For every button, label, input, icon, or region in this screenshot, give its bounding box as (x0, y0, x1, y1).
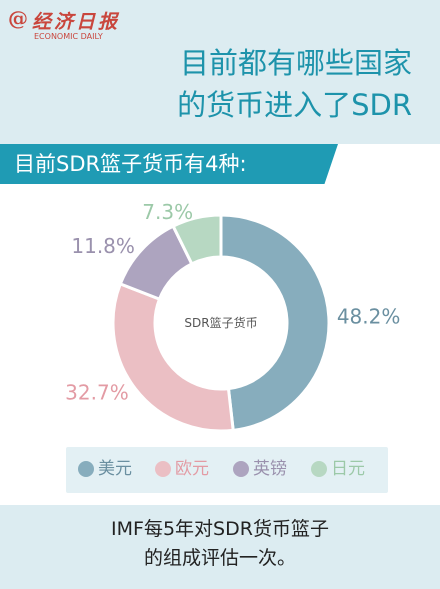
logo-english-name: ECONOMIC DAILY (34, 32, 103, 41)
chart-legend (66, 447, 388, 493)
headline-line-1: 目前都有哪些国家 (179, 46, 412, 80)
legend-label: 日元 (331, 459, 365, 479)
slice-value-label: 32.7% (65, 381, 129, 405)
legend-swatch (233, 461, 249, 477)
logo-chinese-name: 经济日报 (32, 11, 121, 33)
legend-label: 英镑 (253, 459, 287, 479)
slice-value-label: 11.8% (71, 234, 135, 258)
donut-center-label: SDR篮子货币 (184, 315, 257, 330)
headline: 目前都有哪些国家 的货币进入了SDR (177, 42, 412, 126)
header-band (0, 0, 440, 144)
slice-value-label: 7.3% (142, 200, 193, 224)
slice-value-label: 48.2% (337, 305, 401, 329)
legend-swatch (155, 461, 171, 477)
donut-chart: 48.2% 32.7% 11.8% 7.3% SDR篮子货币 (64, 198, 402, 433)
logo-at-symbol: @ (8, 6, 28, 30)
footer-band (0, 505, 440, 589)
legend-swatch (311, 461, 327, 477)
legend-label: 欧元 (175, 459, 209, 479)
donut-slice (219, 213, 331, 432)
footer-note: IMF每5年对SDR货币篮子 的组成评估一次。 (0, 515, 440, 573)
donut-slice (111, 281, 235, 433)
legend-label: 美元 (98, 459, 132, 479)
section-banner (0, 144, 338, 184)
footer-line-2: 的组成评估一次。 (143, 547, 296, 569)
donut-center (157, 259, 285, 387)
section-banner-text: 目前SDR篮子货币有4种: (14, 152, 247, 176)
footer-line-1: IMF每5年对SDR货币篮子 (111, 518, 329, 540)
legend-swatch (78, 461, 94, 477)
donut-slice (171, 213, 223, 266)
headline-line-2: 的货币进入了SDR (177, 88, 412, 122)
